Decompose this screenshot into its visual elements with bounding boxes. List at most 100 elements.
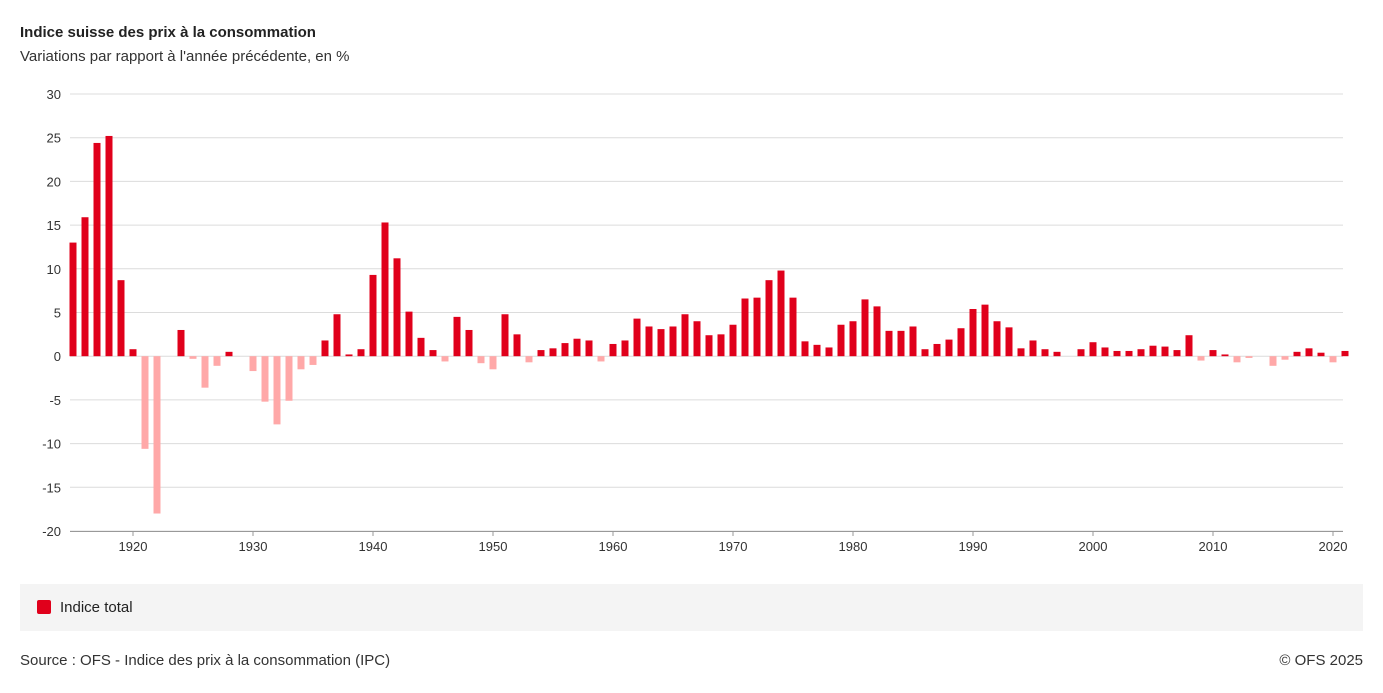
bar-2001[interactable] <box>1101 347 1109 357</box>
bar-2011[interactable] <box>1221 354 1229 357</box>
bar-2010[interactable] <box>1209 350 1217 357</box>
bar-1965[interactable] <box>669 326 677 357</box>
bar-1942[interactable] <box>393 258 401 357</box>
bar-1931[interactable] <box>261 356 269 402</box>
bar-1937[interactable] <box>333 314 341 357</box>
bar-1938[interactable] <box>345 354 353 357</box>
bar-1990[interactable] <box>969 309 977 357</box>
bar-1982[interactable] <box>873 306 881 357</box>
bar-1980[interactable] <box>849 321 857 357</box>
bar-1967[interactable] <box>693 321 701 357</box>
bar-2009[interactable] <box>1197 356 1205 361</box>
bar-1964[interactable] <box>657 329 665 357</box>
bar-1957[interactable] <box>573 338 581 357</box>
bar-2020[interactable] <box>1329 356 1337 363</box>
bar-1958[interactable] <box>585 340 593 357</box>
bar-2013[interactable] <box>1245 356 1253 358</box>
bar-1991[interactable] <box>981 304 989 357</box>
bar-1986[interactable] <box>921 349 929 357</box>
bar-1930[interactable] <box>249 356 257 372</box>
bar-1948[interactable] <box>465 329 473 357</box>
bar-1962[interactable] <box>633 318 641 357</box>
bar-2012[interactable] <box>1233 356 1241 363</box>
bar-1970[interactable] <box>729 324 737 357</box>
bar-2004[interactable] <box>1137 349 1145 357</box>
bar-1921[interactable] <box>141 356 149 449</box>
bar-1960[interactable] <box>609 343 617 357</box>
bar-1971[interactable] <box>741 298 749 357</box>
legend-label[interactable]: Indice total <box>60 599 133 616</box>
bar-2021[interactable] <box>1341 350 1349 357</box>
bar-1959[interactable] <box>597 356 605 362</box>
bar-2015[interactable] <box>1269 356 1277 366</box>
bar-1922[interactable] <box>153 356 161 514</box>
bar-1994[interactable] <box>1017 348 1025 357</box>
bar-1999[interactable] <box>1077 349 1085 357</box>
bar-2006[interactable] <box>1161 346 1169 357</box>
bar-1917[interactable] <box>93 142 101 357</box>
bar-1941[interactable] <box>381 222 389 357</box>
bar-1975[interactable] <box>789 297 797 357</box>
bar-1933[interactable] <box>285 356 293 401</box>
bar-1932[interactable] <box>273 356 281 425</box>
bar-1946[interactable] <box>441 356 449 362</box>
bar-1944[interactable] <box>417 337 425 357</box>
bar-1924[interactable] <box>177 329 185 357</box>
bar-1919[interactable] <box>117 280 125 357</box>
bar-2003[interactable] <box>1125 350 1133 357</box>
bar-1974[interactable] <box>777 270 785 357</box>
bar-1950[interactable] <box>489 356 497 370</box>
bar-1996[interactable] <box>1041 349 1049 357</box>
bar-1966[interactable] <box>681 314 689 357</box>
bar-1981[interactable] <box>861 299 869 357</box>
bar-1972[interactable] <box>753 297 761 357</box>
bar-2018[interactable] <box>1305 348 1313 357</box>
bar-2019[interactable] <box>1317 352 1325 357</box>
bar-1939[interactable] <box>357 349 365 357</box>
bar-1952[interactable] <box>513 334 521 357</box>
bar-2017[interactable] <box>1293 351 1301 357</box>
bar-1925[interactable] <box>189 356 197 359</box>
bar-1934[interactable] <box>297 356 305 370</box>
bar-1915[interactable] <box>69 242 77 357</box>
bar-2016[interactable] <box>1281 356 1289 360</box>
bar-1984[interactable] <box>897 330 905 357</box>
bar-1977[interactable] <box>813 344 821 357</box>
bar-2007[interactable] <box>1173 350 1181 357</box>
bar-1993[interactable] <box>1005 327 1013 357</box>
bar-1987[interactable] <box>933 343 941 357</box>
bar-1983[interactable] <box>885 330 893 357</box>
bar-1947[interactable] <box>453 316 461 357</box>
bar-2005[interactable] <box>1149 345 1157 357</box>
bar-1985[interactable] <box>909 326 917 357</box>
bar-1997[interactable] <box>1053 351 1061 357</box>
bar-1951[interactable] <box>501 314 509 357</box>
bar-1935[interactable] <box>309 356 317 365</box>
bar-1973[interactable] <box>765 280 773 357</box>
bar-1989[interactable] <box>957 328 965 357</box>
bar-1961[interactable] <box>621 340 629 357</box>
bar-2002[interactable] <box>1113 350 1121 357</box>
legend-swatch[interactable] <box>37 600 51 614</box>
bar-1978[interactable] <box>825 347 833 357</box>
bar-1955[interactable] <box>549 348 557 357</box>
bar-2008[interactable] <box>1185 335 1193 357</box>
bar-1927[interactable] <box>213 356 221 366</box>
bar-1976[interactable] <box>801 341 809 357</box>
bar-1936[interactable] <box>321 340 329 357</box>
bar-1953[interactable] <box>525 356 533 363</box>
bar-1926[interactable] <box>201 356 209 388</box>
bar-1969[interactable] <box>717 334 725 357</box>
bar-1918[interactable] <box>105 135 113 357</box>
bar-1963[interactable] <box>645 326 653 357</box>
bar-1995[interactable] <box>1029 340 1037 357</box>
bar-1988[interactable] <box>945 339 953 357</box>
bar-1940[interactable] <box>369 274 377 357</box>
bar-1968[interactable] <box>705 335 713 357</box>
bar-2000[interactable] <box>1089 342 1097 357</box>
bar-1920[interactable] <box>129 349 137 357</box>
bar-1954[interactable] <box>537 350 545 357</box>
bar-1992[interactable] <box>993 321 1001 357</box>
bar-1943[interactable] <box>405 311 413 357</box>
bar-1928[interactable] <box>225 351 233 357</box>
